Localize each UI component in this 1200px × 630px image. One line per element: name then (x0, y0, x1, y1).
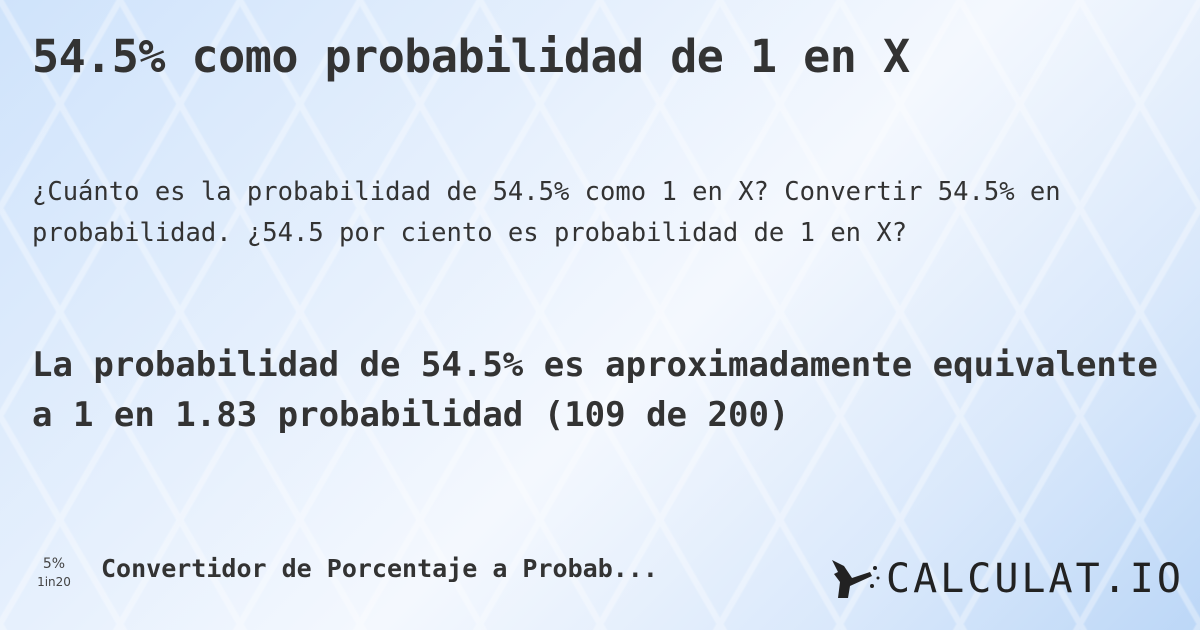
magic-hand-icon (832, 560, 880, 598)
answer-text: La probabilidad de 54.5% es aproximadame… (32, 345, 1158, 435)
percent-odds-icon: 5% 1in20 (34, 556, 74, 589)
question-text: ¿Cuánto es la probabilidad de 54.5% como… (32, 177, 1061, 248)
mini-percent: 5% (42, 556, 66, 572)
logo-text: CALCULAT.IO (886, 556, 1184, 602)
converter-link[interactable]: Convertidor de Porcentaje a Probab... (101, 554, 658, 583)
mini-odds: 1in20 (37, 575, 71, 589)
calculat-logo[interactable]: CALCULAT.IO (828, 556, 1184, 602)
footer: 5% 1in20 Convertidor de Porcentaje a Pro… (0, 548, 1200, 602)
page-title: 54.5% como probabilidad de 1 en X (32, 30, 910, 83)
